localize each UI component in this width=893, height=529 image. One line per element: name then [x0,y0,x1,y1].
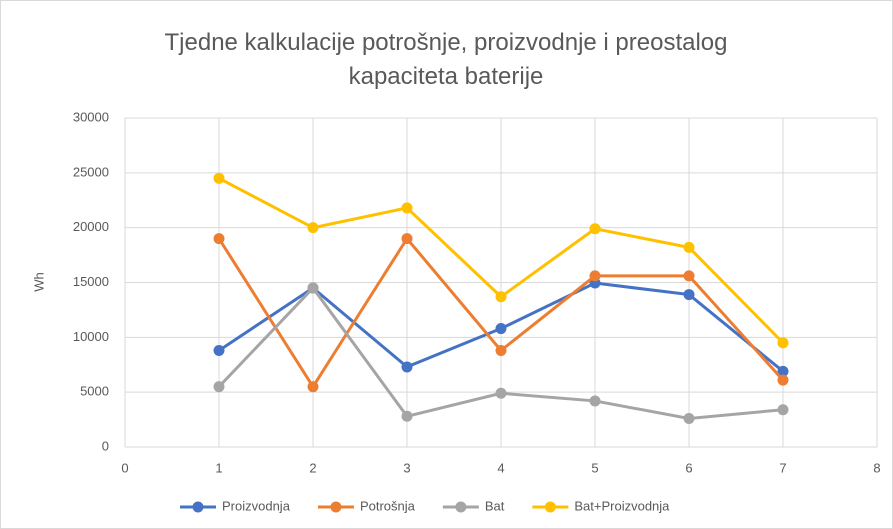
data-point [777,337,789,349]
data-point [401,233,413,245]
data-point [777,365,789,377]
data-point [495,323,507,335]
legend-label: Bat+Proizvodnja [574,498,670,513]
x-tick-label: 3 [403,460,410,475]
legend-label: Potrošnja [360,498,416,513]
data-point [307,282,319,294]
data-point [589,395,601,407]
data-point [495,291,507,303]
legend-marker [192,501,204,513]
legend-label: Proizvodnja [222,498,291,513]
data-point [213,172,225,184]
data-point [213,381,225,393]
data-point [401,410,413,422]
x-tick-label: 0 [121,460,128,475]
data-point [683,270,695,282]
data-point [495,387,507,399]
legend-label: Bat [485,498,505,513]
x-tick-label: 2 [309,460,316,475]
data-point [589,270,601,282]
x-tick-label: 6 [685,460,692,475]
data-point [213,344,225,356]
y-axis-label: Wh [31,272,46,292]
data-point [683,412,695,424]
data-point [683,289,695,301]
y-tick-label: 30000 [73,109,109,124]
data-point [213,233,225,245]
data-point [683,241,695,253]
y-tick-label: 10000 [73,329,109,344]
x-tick-label: 1 [215,460,222,475]
x-tick-label: 7 [779,460,786,475]
x-tick-label: 5 [591,460,598,475]
y-tick-label: 20000 [73,219,109,234]
x-tick-label: 4 [497,460,504,475]
data-point [589,223,601,235]
data-point [777,404,789,416]
legend-marker [544,501,556,513]
legend-marker [455,501,467,513]
data-point [495,344,507,356]
x-tick-label: 8 [873,460,880,475]
data-point [401,202,413,214]
legend-marker [330,501,342,513]
data-point [307,222,319,234]
y-tick-label: 25000 [73,164,109,179]
data-point [307,381,319,393]
chart-title: Tjedne kalkulacije potrošnje, proizvodnj… [164,29,728,90]
data-point [777,374,789,386]
data-point [401,361,413,373]
y-tick-label: 15000 [73,274,109,289]
y-tick-label: 5000 [80,384,109,399]
y-tick-label: 0 [102,438,109,453]
